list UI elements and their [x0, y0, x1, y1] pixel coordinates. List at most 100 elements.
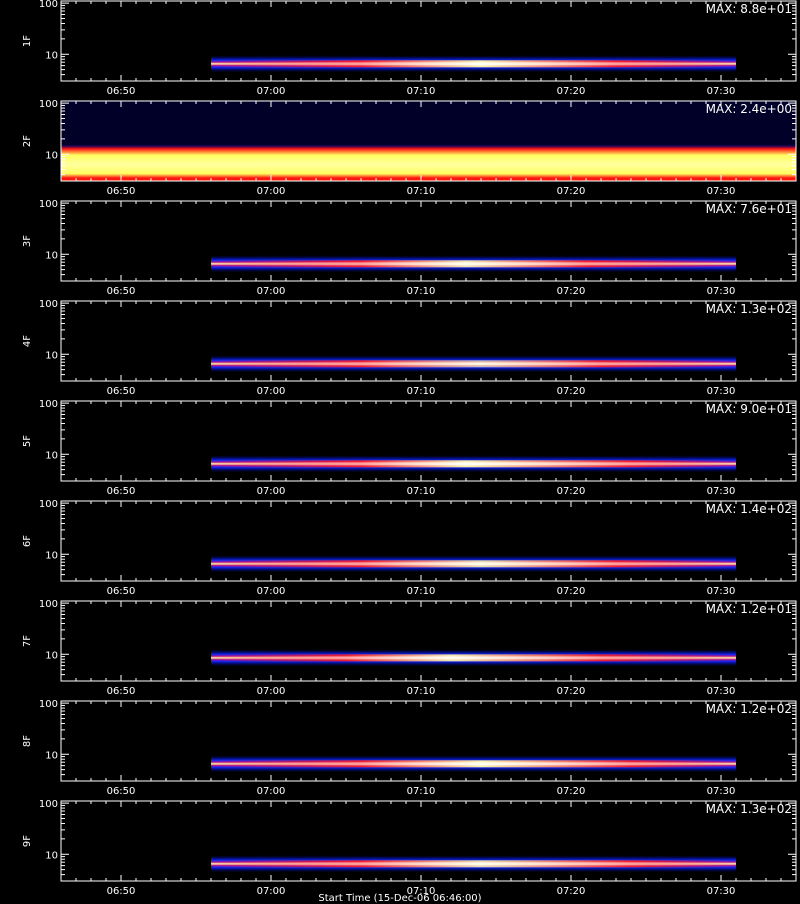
x-tick-label: 07:30: [707, 286, 736, 297]
y-ticks-3: [61, 202, 796, 282]
y-ticks-2: [61, 102, 796, 182]
y-tick-label: 10: [45, 550, 58, 561]
y-tick-label: 100: [39, 0, 58, 10]
channel-label: 8F: [22, 735, 33, 747]
channel-label: 2F: [22, 135, 33, 147]
x-tick-label: 07:10: [407, 86, 436, 97]
x-tick-label: 06:50: [107, 186, 136, 197]
max-value-label: MAX: 1.3e+02: [706, 302, 792, 316]
x-tick-label: 07:10: [407, 786, 436, 797]
y-tick-label: 10: [45, 150, 58, 161]
x-tick-label: 07:00: [257, 486, 286, 497]
x-tick-label: 06:50: [107, 786, 136, 797]
channel-label: 6F: [22, 535, 33, 547]
y-tick-label: 100: [39, 600, 58, 610]
y-tick-label: 100: [39, 300, 58, 310]
x-tick-label: 07:30: [707, 486, 736, 497]
spectrogram-panel-9: 10 100 06:50 07:00 07:10 07:20 07:30 9F MAX: 1.3…: [22, 800, 797, 897]
channel-label: 9F: [22, 835, 33, 847]
spectrogram-panel-2: 10 100 06:50 07:00 07:10 07:20 07:30 2F MAX: 2.4…: [22, 100, 797, 197]
y-ticks-9: [61, 802, 796, 882]
x-tick-label: 06:50: [107, 886, 136, 897]
x-tick-label: 07:20: [557, 586, 586, 597]
spectrogram-panel-6: 10 100 06:50 07:00 07:10 07:20 07:30 6F MAX: 1.4…: [22, 500, 797, 597]
y-tick-label: 100: [39, 100, 58, 110]
channel-label: 4F: [22, 335, 33, 347]
y-ticks-6: [61, 502, 796, 582]
max-value-label: MAX: 1.4e+02: [706, 502, 792, 516]
x-tick-label: 07:30: [707, 586, 736, 597]
y-ticks-7: [61, 602, 796, 682]
x-tick-label: 07:20: [557, 886, 586, 897]
y-tick-label: 10: [45, 850, 58, 861]
spectrogram-panel-3: 10 100 06:50 07:00 07:10 07:20 07:30 3F MAX: 7.6…: [22, 200, 797, 297]
max-value-label: MAX: 7.6e+01: [706, 202, 792, 216]
x-tick-label: 07:00: [257, 886, 286, 897]
x-tick-label: 07:20: [557, 786, 586, 797]
x-tick-label: 07:00: [257, 686, 286, 697]
max-value-label: MAX: 9.0e+01: [706, 402, 792, 416]
y-ticks-4: [61, 302, 796, 382]
x-tick-label: 06:50: [107, 386, 136, 397]
spectrogram-panel-5: 10 100 06:50 07:00 07:10 07:20 07:30 5F MAX: 9.0…: [22, 400, 797, 497]
channel-label: 3F: [22, 235, 33, 247]
x-tick-label: 07:20: [557, 386, 586, 397]
x-tick-label: 07:10: [407, 886, 436, 897]
channel-label: 7F: [22, 635, 33, 647]
spectrogram-panel-4: 10 100 06:50 07:00 07:10 07:20 07:30 4F MAX: 1.3…: [22, 300, 797, 397]
x-tick-label: 07:30: [707, 886, 736, 897]
max-value-label: MAX: 8.8e+01: [706, 2, 792, 16]
x-tick-label: 06:50: [107, 486, 136, 497]
max-value-label: MAX: 2.4e+00: [706, 102, 792, 116]
y-tick-label: 10: [45, 50, 58, 61]
x-tick-label: 07:00: [257, 186, 286, 197]
channel-label: 1F: [22, 35, 33, 47]
x-tick-label: 07:00: [257, 286, 286, 297]
y-tick-label: 100: [39, 800, 58, 810]
y-ticks-1: [61, 2, 796, 82]
x-tick-label: 07:10: [407, 486, 436, 497]
y-tick-label: 10: [45, 450, 58, 461]
max-value-label: MAX: 1.3e+02: [706, 802, 792, 816]
y-tick-label: 100: [39, 400, 58, 410]
x-tick-label: 07:00: [257, 786, 286, 797]
x-tick-label: 07:20: [557, 686, 586, 697]
x-tick-label: 07:10: [407, 586, 436, 597]
y-ticks-8: [61, 702, 796, 782]
x-tick-label: 07:30: [707, 86, 736, 97]
x-tick-label: 07:20: [557, 86, 586, 97]
y-tick-label: 10: [45, 250, 58, 261]
max-value-label: MAX: 1.2e+01: [706, 602, 792, 616]
spectrogram-panel-1: 10 100 06:50 07:00 07:10 07:20 07:30 1F MAX: 8.8…: [22, 0, 797, 97]
x-tick-label: 06:50: [107, 86, 136, 97]
y-ticks-5: [61, 402, 796, 482]
x-axis-label: Start Time (15-Dec-06 06:46:00): [318, 893, 482, 904]
x-tick-label: 07:10: [407, 686, 436, 697]
spectrogram-panel-7: 10 100 06:50 07:00 07:10 07:20 07:30 7F MAX: 1.2…: [22, 600, 797, 697]
x-tick-label: 06:50: [107, 286, 136, 297]
y-tick-label: 10: [45, 750, 58, 761]
x-tick-label: 07:20: [557, 186, 586, 197]
y-tick-label: 100: [39, 200, 58, 210]
y-tick-label: 100: [39, 500, 58, 510]
x-tick-label: 07:10: [407, 286, 436, 297]
x-tick-label: 07:00: [257, 386, 286, 397]
y-tick-label: 10: [45, 350, 58, 361]
x-tick-label: 07:20: [557, 486, 586, 497]
x-tick-label: 07:30: [707, 386, 736, 397]
x-tick-label: 07:00: [257, 586, 286, 597]
x-tick-label: 07:00: [257, 86, 286, 97]
y-tick-label: 10: [45, 650, 58, 661]
x-tick-label: 07:30: [707, 686, 736, 697]
x-tick-label: 06:50: [107, 586, 136, 597]
spectrogram-panel-8: 10 100 06:50 07:00 07:10 07:20 07:30 8F MAX: 1.2…: [22, 700, 797, 797]
y-tick-label: 100: [39, 700, 58, 710]
channel-label: 5F: [22, 435, 33, 447]
x-tick-label: 06:50: [107, 686, 136, 697]
x-tick-label: 07:10: [407, 386, 436, 397]
x-tick-label: 07:20: [557, 286, 586, 297]
max-value-label: MAX: 1.2e+02: [706, 702, 792, 716]
x-tick-label: 07:30: [707, 786, 736, 797]
x-tick-label: 07:10: [407, 186, 436, 197]
